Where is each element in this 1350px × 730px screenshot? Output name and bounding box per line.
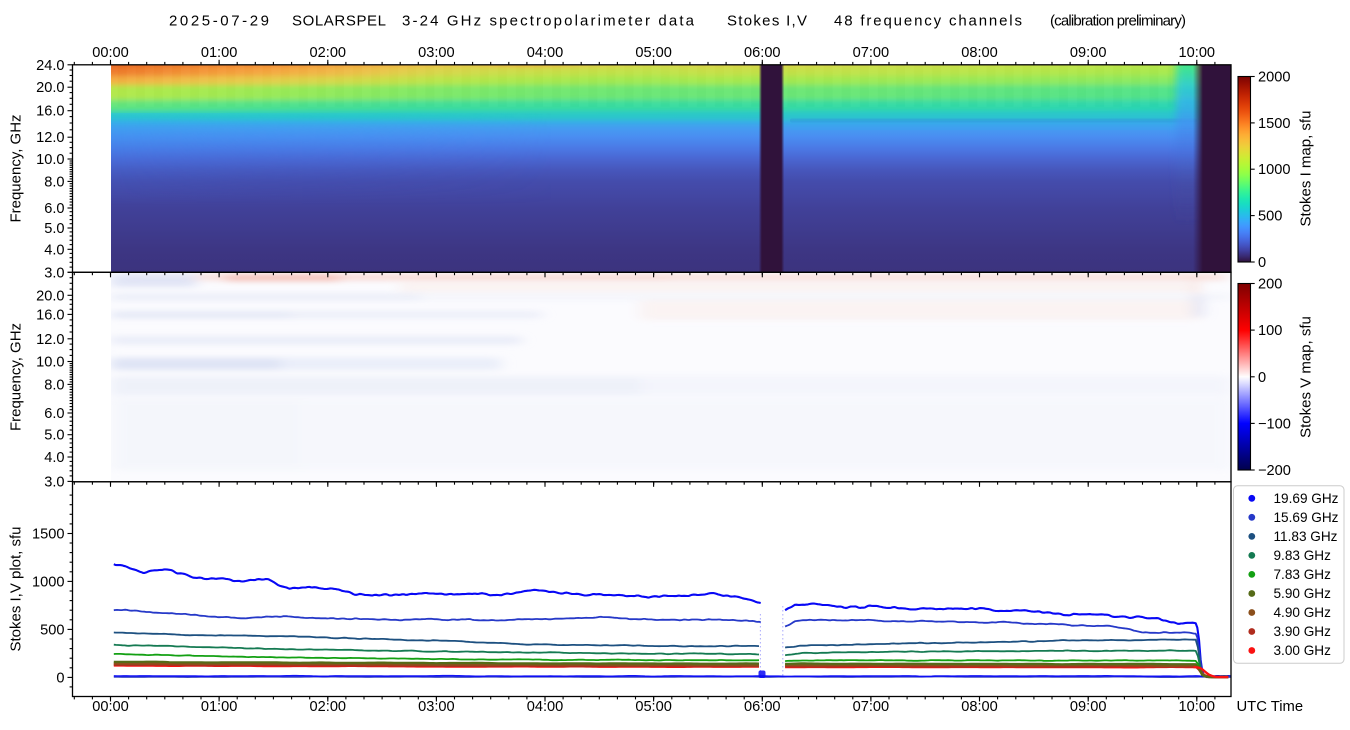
- svg-text:19.69 GHz: 19.69 GHz: [1274, 491, 1339, 506]
- svg-text:01:00: 01:00: [201, 699, 238, 715]
- svg-text:03:00: 03:00: [418, 45, 455, 61]
- svg-text:Stokes I,V: Stokes I,V: [727, 13, 807, 30]
- svg-text:1000: 1000: [32, 574, 64, 590]
- svg-text:0: 0: [1258, 255, 1266, 271]
- svg-text:10.0: 10.0: [36, 152, 64, 168]
- svg-text:3.0: 3.0: [44, 265, 64, 281]
- svg-text:6.0: 6.0: [44, 406, 64, 422]
- svg-text:200: 200: [1258, 277, 1282, 293]
- svg-text:12.0: 12.0: [36, 130, 64, 146]
- svg-text:15.69 GHz: 15.69 GHz: [1274, 510, 1339, 525]
- svg-text:08:00: 08:00: [961, 699, 998, 715]
- svg-text:UTC Time: UTC Time: [1237, 699, 1304, 715]
- svg-text:3-24 GHz spectropolarimeter da: 3-24 GHz spectropolarimeter data: [402, 13, 695, 30]
- svg-text:(calibration preliminary): (calibration preliminary): [1050, 13, 1186, 30]
- svg-text:10:00: 10:00: [1179, 45, 1216, 61]
- svg-text:48 frequency channels: 48 frequency channels: [834, 13, 1022, 30]
- svg-text:−200: −200: [1258, 463, 1291, 479]
- svg-text:0: 0: [1258, 370, 1266, 386]
- svg-text:07:00: 07:00: [853, 45, 890, 61]
- svg-text:Frequency, GHz: Frequency, GHz: [8, 114, 25, 222]
- svg-text:20.0: 20.0: [36, 80, 64, 96]
- svg-text:7.83 GHz: 7.83 GHz: [1274, 567, 1332, 582]
- svg-text:3.90 GHz: 3.90 GHz: [1274, 624, 1332, 639]
- svg-text:10.0: 10.0: [36, 355, 64, 371]
- svg-text:1000: 1000: [1258, 162, 1290, 178]
- svg-text:06:00: 06:00: [744, 45, 781, 61]
- svg-text:11.83 GHz: 11.83 GHz: [1274, 529, 1338, 544]
- svg-text:05:00: 05:00: [635, 45, 672, 61]
- svg-text:8.0: 8.0: [44, 377, 64, 393]
- svg-text:4.0: 4.0: [44, 450, 64, 466]
- svg-text:1500: 1500: [32, 527, 64, 543]
- svg-text:12.0: 12.0: [36, 332, 64, 348]
- svg-text:20.0: 20.0: [36, 288, 64, 304]
- svg-text:07:00: 07:00: [853, 699, 890, 715]
- svg-text:00:00: 00:00: [92, 45, 129, 61]
- svg-text:6.0: 6.0: [44, 201, 64, 217]
- svg-text:04:00: 04:00: [527, 699, 564, 715]
- svg-text:09:00: 09:00: [1070, 45, 1107, 61]
- svg-text:2000: 2000: [1258, 70, 1290, 86]
- svg-text:00:00: 00:00: [92, 699, 129, 715]
- svg-text:Stokes V map, sfu: Stokes V map, sfu: [1298, 316, 1315, 438]
- svg-text:0: 0: [56, 670, 64, 686]
- svg-text:05:00: 05:00: [635, 699, 672, 715]
- svg-text:Frequency, GHz: Frequency, GHz: [8, 323, 25, 431]
- svg-text:−100: −100: [1258, 416, 1291, 432]
- svg-text:01:00: 01:00: [201, 45, 238, 61]
- svg-text:500: 500: [40, 622, 64, 638]
- svg-text:24.0: 24.0: [36, 58, 64, 74]
- svg-text:SOLARSPEL: SOLARSPEL: [292, 13, 386, 30]
- svg-text:500: 500: [1258, 209, 1282, 225]
- svg-text:16.0: 16.0: [36, 307, 64, 323]
- svg-text:3.0: 3.0: [44, 474, 64, 490]
- svg-text:9.83 GHz: 9.83 GHz: [1274, 548, 1332, 563]
- svg-text:5.0: 5.0: [44, 221, 64, 237]
- svg-text:Stokes I map, sfu: Stokes I map, sfu: [1298, 111, 1315, 227]
- svg-text:16.0: 16.0: [36, 104, 64, 120]
- svg-text:1500: 1500: [1258, 116, 1290, 132]
- svg-text:5.0: 5.0: [44, 428, 64, 444]
- svg-text:8.0: 8.0: [44, 174, 64, 190]
- svg-text:02:00: 02:00: [310, 45, 347, 61]
- svg-text:4.90 GHz: 4.90 GHz: [1274, 605, 1332, 620]
- svg-text:04:00: 04:00: [527, 45, 564, 61]
- svg-text:100: 100: [1258, 323, 1282, 339]
- svg-text:3.00 GHz: 3.00 GHz: [1274, 643, 1332, 658]
- svg-text:09:00: 09:00: [1070, 699, 1107, 715]
- svg-text:03:00: 03:00: [418, 699, 455, 715]
- svg-text:10:00: 10:00: [1179, 699, 1216, 715]
- svg-text:4.0: 4.0: [44, 242, 64, 258]
- svg-text:02:00: 02:00: [310, 699, 347, 715]
- svg-text:5.90 GHz: 5.90 GHz: [1274, 586, 1332, 601]
- svg-text:06:00: 06:00: [744, 699, 781, 715]
- svg-text:08:00: 08:00: [961, 45, 998, 61]
- svg-text:Stokes I,V plot, sfu: Stokes I,V plot, sfu: [8, 526, 25, 651]
